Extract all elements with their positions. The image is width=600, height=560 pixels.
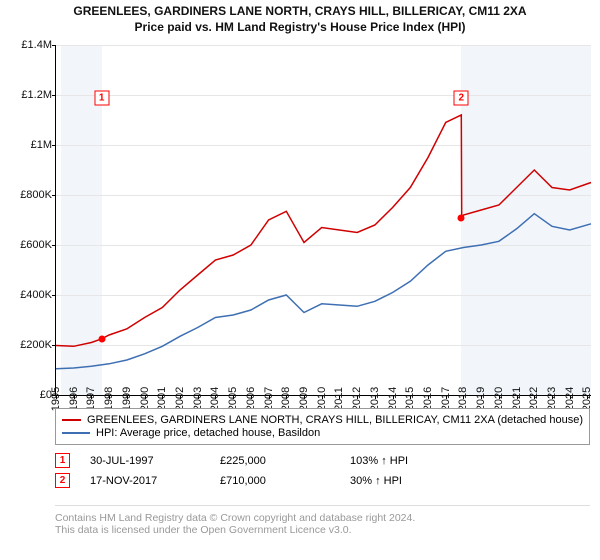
legend-row: GREENLEES, GARDINERS LANE NORTH, CRAYS H…: [62, 414, 583, 426]
legend-label: HPI: Average price, detached house, Basi…: [96, 427, 320, 439]
sales-table: 1 30-JUL-1997£225,000103% ↑ HPI 2 17-NOV-20…: [55, 448, 590, 493]
series-blue: [56, 214, 591, 369]
sale-price: £225,000: [220, 455, 350, 467]
legend-row: HPI: Average price, detached house, Basi…: [62, 427, 583, 439]
footer-text: Contains HM Land Registry data © Crown c…: [55, 505, 590, 536]
chart-legend: GREENLEES, GARDINERS LANE NORTH, CRAYS H…: [55, 408, 590, 445]
sale-index-box: 2: [55, 473, 70, 488]
sale-row: 2 17-NOV-2017£710,00030% ↑ HPI: [55, 473, 590, 488]
sale-marker-label: 1: [94, 90, 109, 105]
y-axis-label: £1.4M: [2, 39, 52, 51]
y-axis-label: £400K: [2, 289, 52, 301]
sale-date: 17-NOV-2017: [90, 475, 220, 487]
sale-marker-dot: [458, 214, 465, 221]
y-axis-label: £1M: [2, 139, 52, 151]
footer-line-2: This data is licensed under the Open Gov…: [55, 524, 590, 536]
chart-series-svg: [56, 45, 591, 395]
footer-line-1: Contains HM Land Registry data © Crown c…: [55, 512, 590, 524]
chart-title-2: Price paid vs. HM Land Registry's House …: [0, 20, 600, 34]
y-axis-label: £200K: [2, 339, 52, 351]
sale-vs-hpi: 30% ↑ HPI: [350, 475, 480, 487]
sale-marker-dot: [98, 335, 105, 342]
y-axis-label: £1.2M: [2, 89, 52, 101]
sale-price: £710,000: [220, 475, 350, 487]
series-red: [56, 115, 591, 346]
legend-swatch: [62, 432, 90, 434]
y-axis-label: £600K: [2, 239, 52, 251]
sale-row: 1 30-JUL-1997£225,000103% ↑ HPI: [55, 453, 590, 468]
sale-index-box: 1: [55, 453, 70, 468]
y-axis-label: £0: [2, 389, 52, 401]
chart-title-1: GREENLEES, GARDINERS LANE NORTH, CRAYS H…: [0, 4, 600, 18]
legend-label: GREENLEES, GARDINERS LANE NORTH, CRAYS H…: [87, 414, 583, 426]
y-axis-label: £800K: [2, 189, 52, 201]
chart-plot-area: £0£200K£400K£600K£800K£1M£1.2M£1.4M19951…: [55, 45, 591, 396]
sale-date: 30-JUL-1997: [90, 455, 220, 467]
sale-vs-hpi: 103% ↑ HPI: [350, 455, 480, 467]
legend-swatch: [62, 419, 81, 421]
sale-marker-label: 2: [454, 90, 469, 105]
